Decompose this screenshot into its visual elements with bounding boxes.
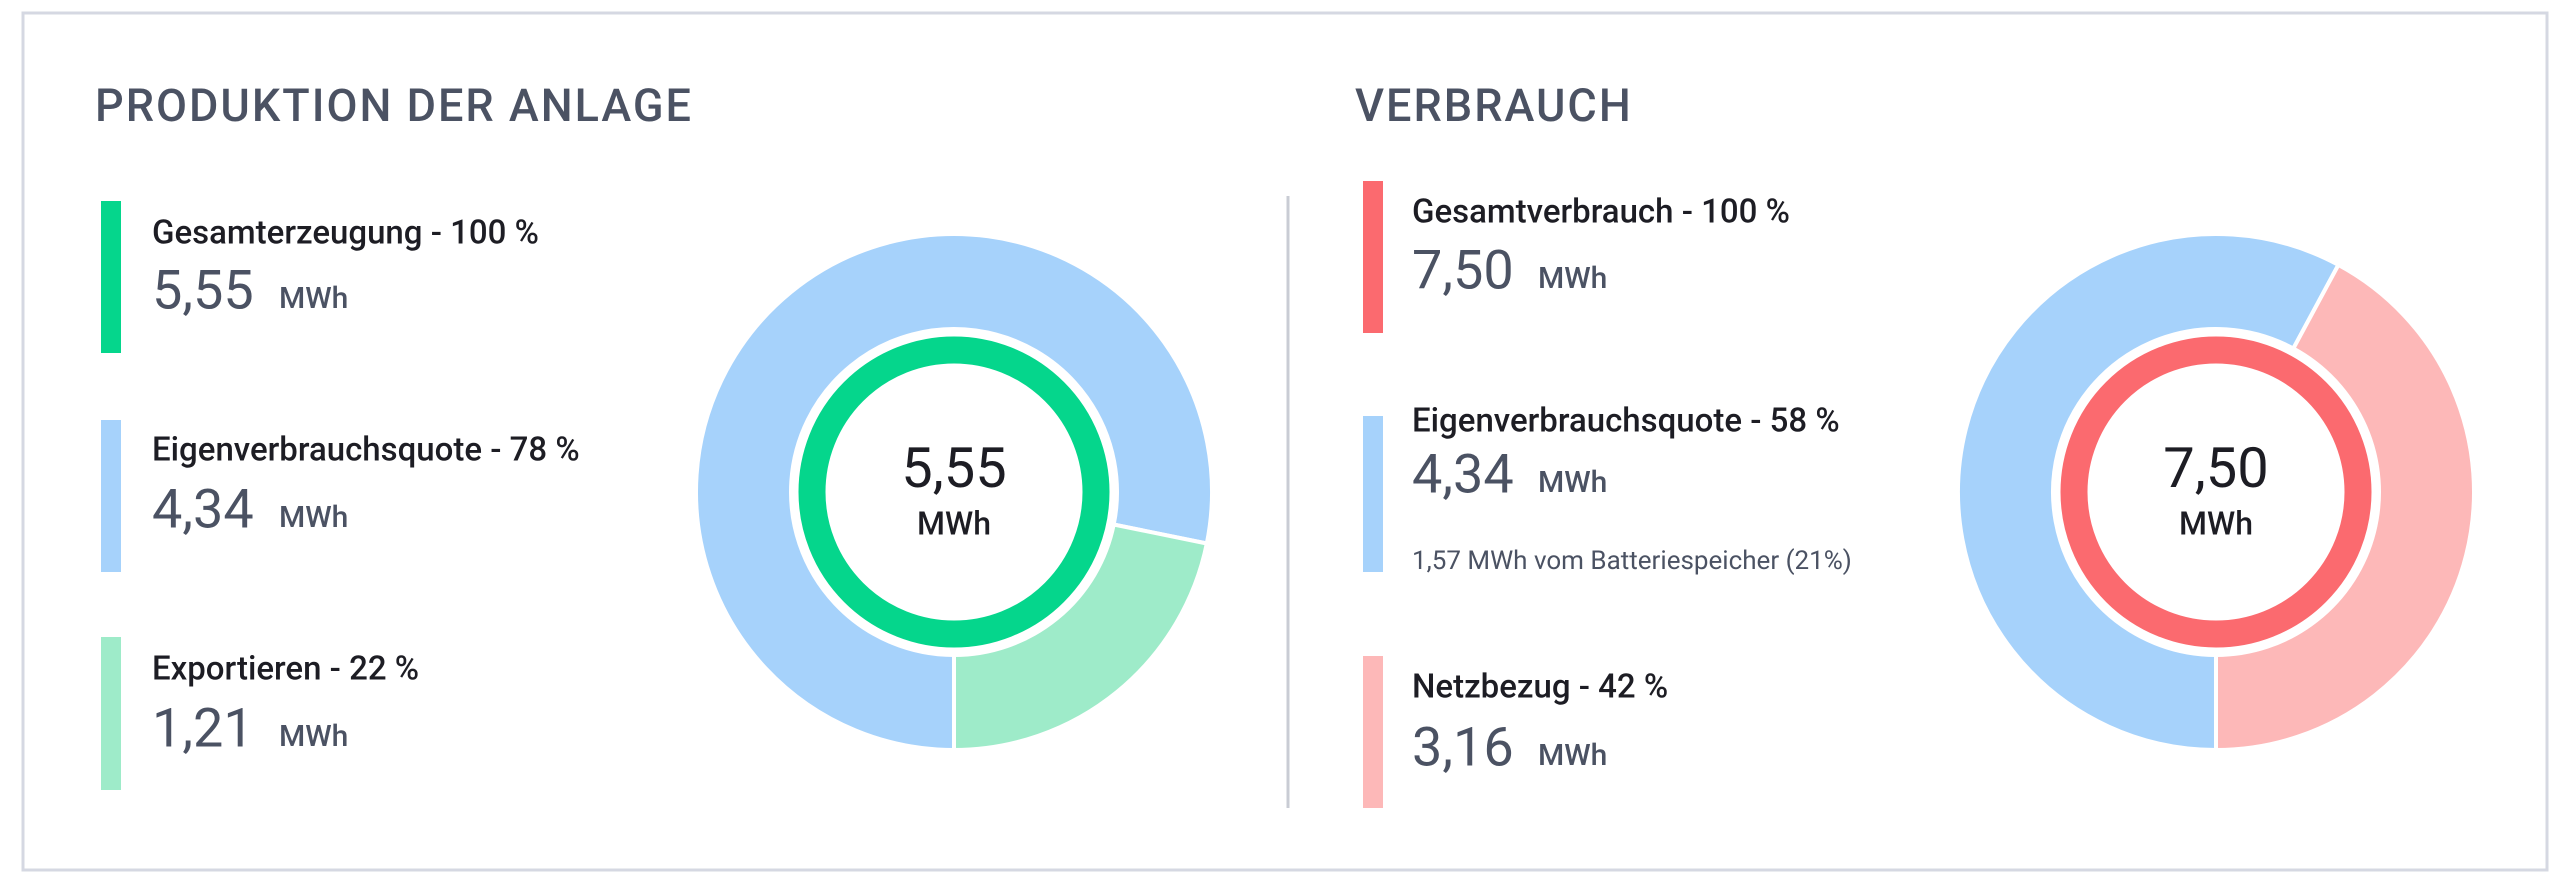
legend-label: Netzbezug - 42 % bbox=[1412, 668, 1668, 707]
legend-value: 4,34 bbox=[152, 478, 254, 541]
total-ring bbox=[798, 336, 1110, 648]
legend-label: Gesamterzeugung - 100 % bbox=[152, 214, 539, 253]
legend-value: 1,21 bbox=[152, 697, 254, 760]
legend-unit: MWh bbox=[1538, 261, 1607, 296]
center-unit: MWh bbox=[917, 504, 991, 542]
legend-unit: MWh bbox=[279, 281, 348, 316]
legend-label: Eigenverbrauchsquote - 78 % bbox=[152, 431, 580, 470]
total-ring bbox=[2060, 336, 2372, 648]
legend-bar bbox=[1363, 656, 1383, 808]
legend-value: 3,16 bbox=[1412, 716, 1514, 779]
legend-unit: MWh bbox=[279, 500, 348, 535]
legend-bar bbox=[1363, 181, 1383, 333]
legend-unit: MWh bbox=[1538, 465, 1607, 500]
center-unit: MWh bbox=[2179, 504, 2253, 542]
legend-bar bbox=[101, 637, 121, 790]
legend-bar bbox=[101, 420, 121, 572]
section-title: VERBRAUCH bbox=[1355, 79, 1633, 132]
legend-bar bbox=[101, 201, 121, 353]
donut-segment bbox=[1956, 232, 2342, 753]
legend-label: Exportieren - 22 % bbox=[152, 650, 419, 689]
legend-label: Eigenverbrauchsquote - 58 % bbox=[1412, 402, 1840, 441]
center-value: 5,55 bbox=[901, 435, 1006, 501]
donut-segment bbox=[952, 522, 1210, 753]
section-title: PRODUKTION DER ANLAGE bbox=[95, 79, 693, 132]
legend-unit: MWh bbox=[279, 719, 348, 754]
center-value: 7,50 bbox=[2163, 435, 2268, 501]
legend-note: 1,57 MWh vom Batteriespeicher (21%) bbox=[1412, 546, 1852, 576]
legend-label: Gesamtverbrauch - 100 % bbox=[1412, 193, 1790, 232]
donut-segment bbox=[2214, 262, 2476, 753]
legend-value: 5,55 bbox=[152, 259, 254, 322]
donut-segment bbox=[694, 232, 1214, 753]
legend-value: 7,50 bbox=[1412, 239, 1514, 302]
legend-bar bbox=[1363, 416, 1383, 572]
legend-value: 4,34 bbox=[1412, 443, 1514, 506]
legend-unit: MWh bbox=[1538, 738, 1607, 773]
